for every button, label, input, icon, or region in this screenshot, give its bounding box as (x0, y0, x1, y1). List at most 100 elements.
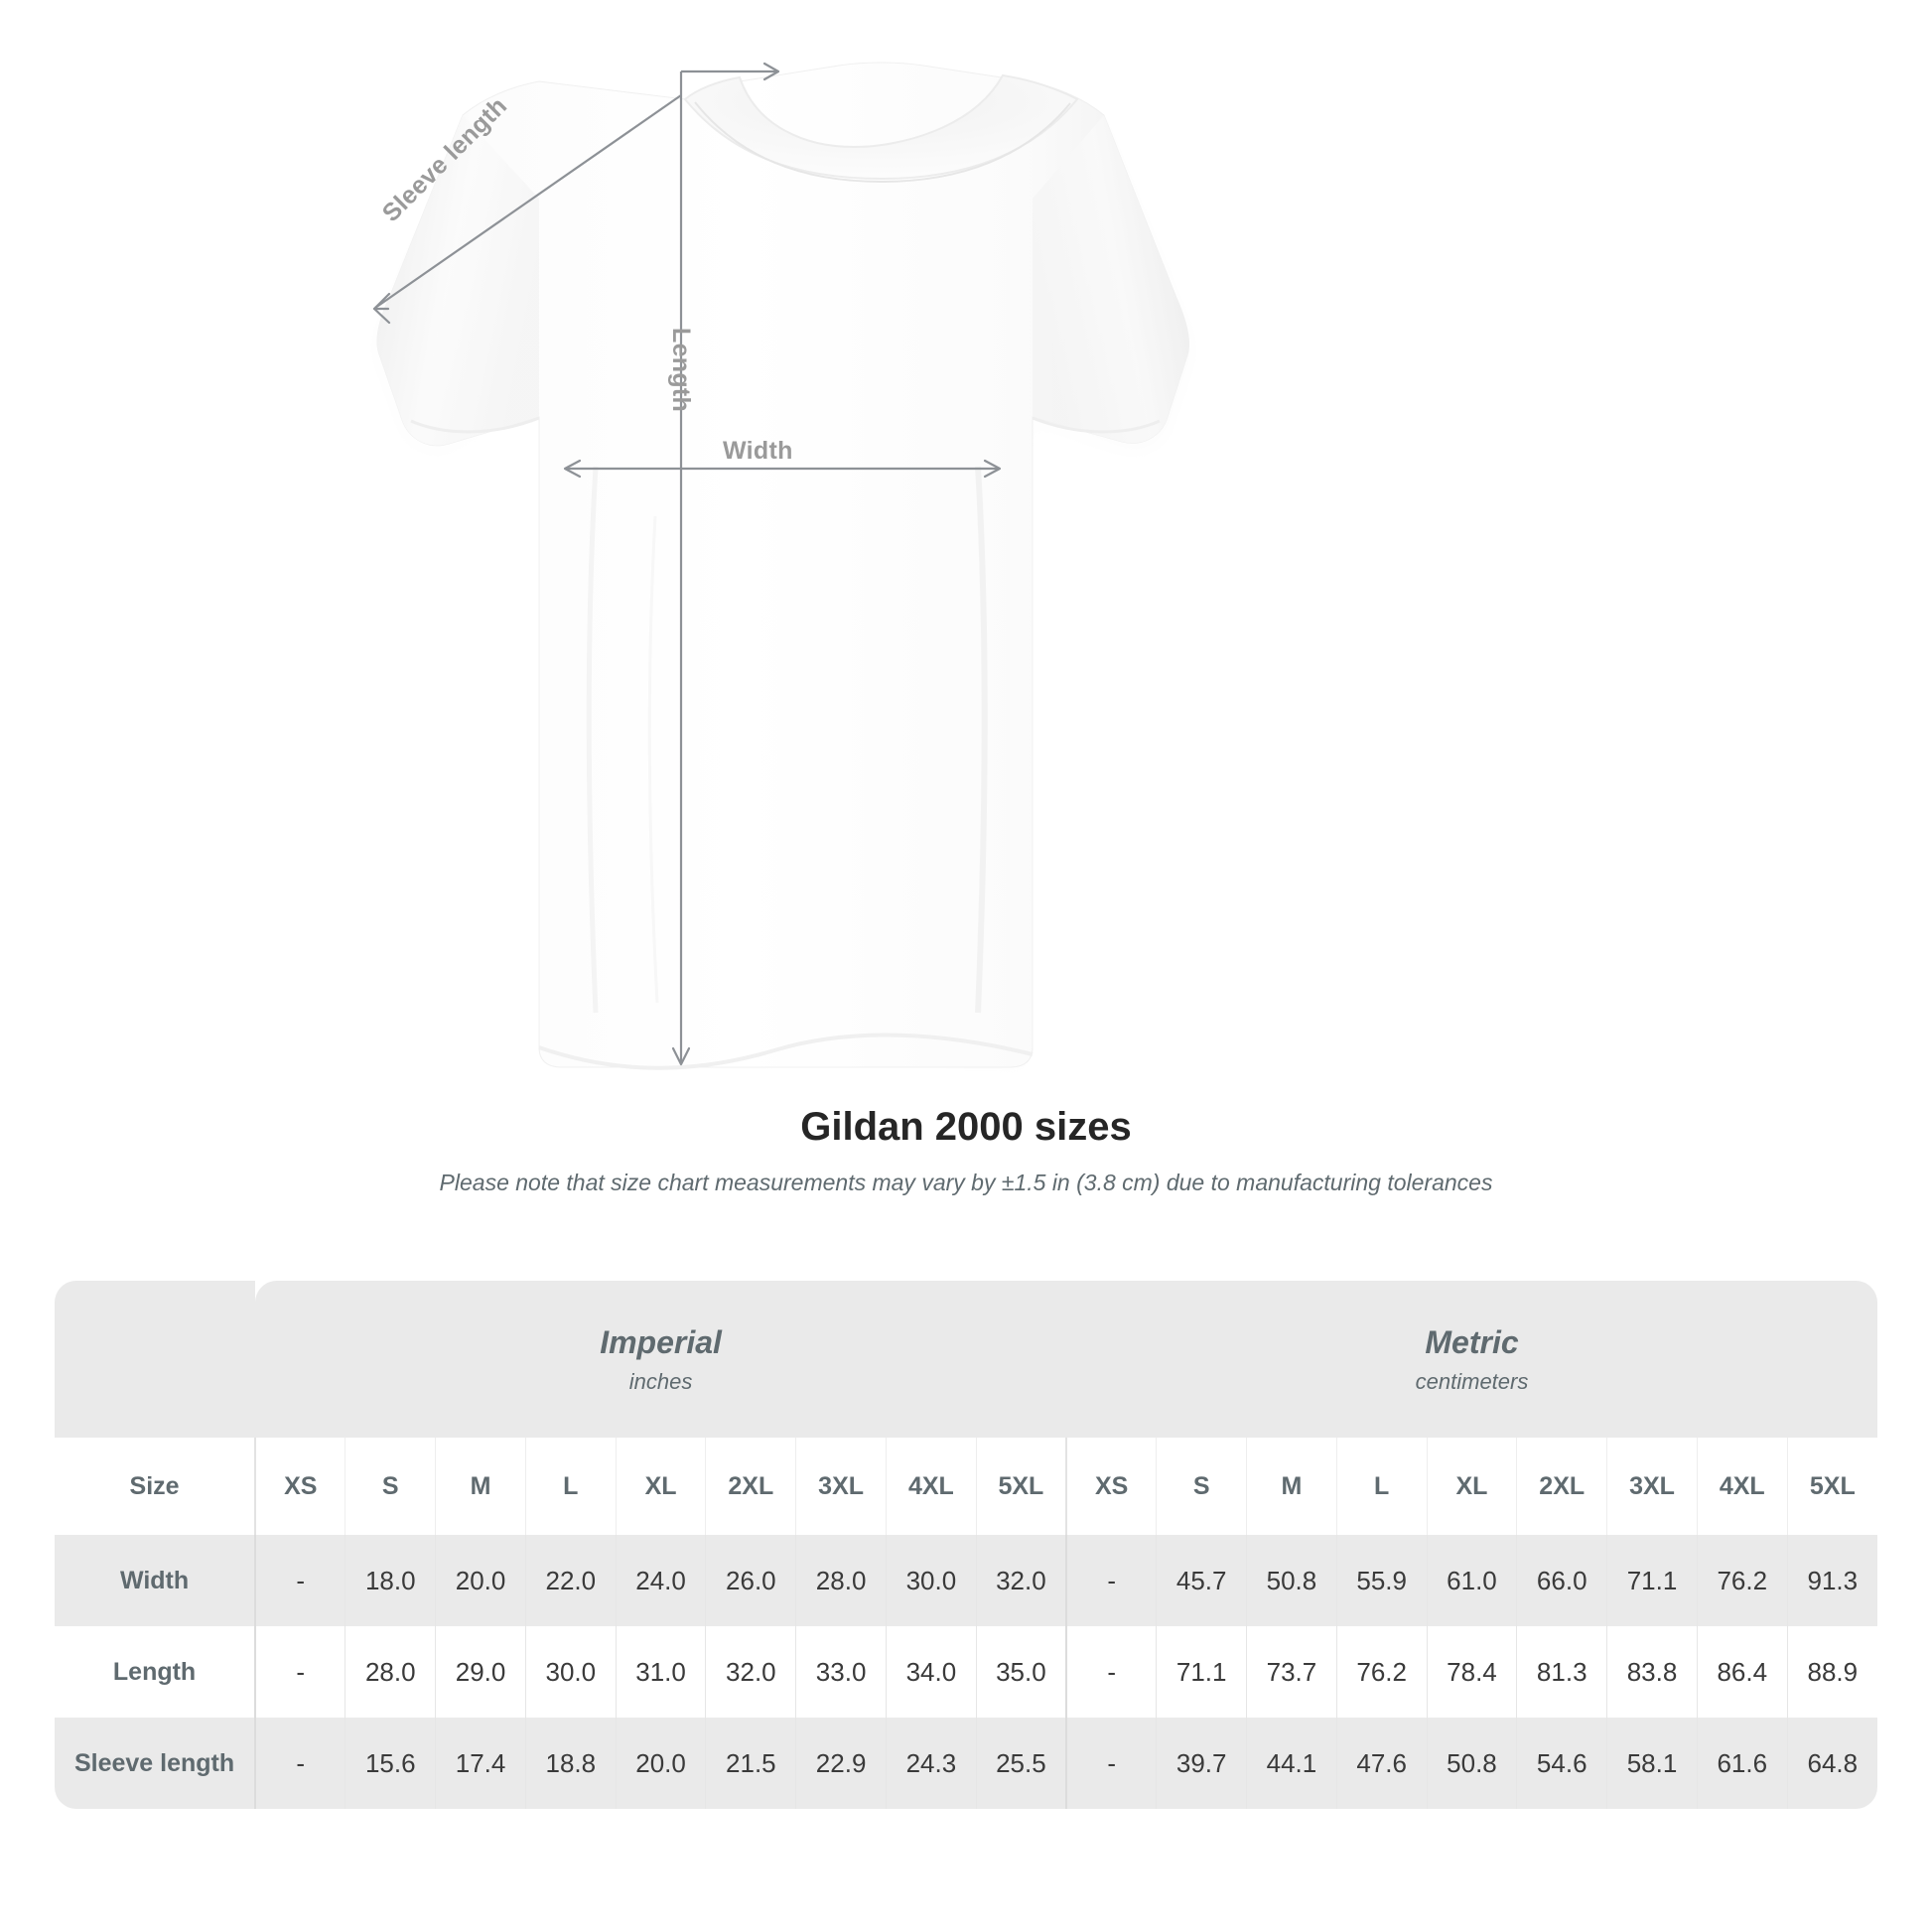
cell-sleeve-length-imperial-xl: 20.0 (615, 1718, 706, 1809)
imperial-unit-name: Imperial (600, 1323, 722, 1360)
cell-sleeve-length-metric-5xl: 64.8 (1786, 1718, 1877, 1809)
metric-unit-sub: centimeters (1415, 1369, 1529, 1395)
cell-width-metric-xs: - (1065, 1535, 1157, 1626)
right-sleeve (1033, 115, 1189, 444)
size-header-imperial-m: M (435, 1438, 526, 1535)
cell-sleeve-length-metric-3xl: 58.1 (1606, 1718, 1698, 1809)
measurement-arrowheads (372, 62, 1002, 1066)
size-chart-table: Imperial inches Metric centimeters Size X… (55, 1281, 1877, 1809)
cell-length-metric-3xl: 83.8 (1606, 1626, 1698, 1718)
cell-length-metric-s: 71.1 (1156, 1626, 1247, 1718)
row-label-width: Width (55, 1535, 256, 1626)
cell-length-metric-2xl: 81.3 (1516, 1626, 1607, 1718)
collar (683, 73, 1079, 184)
cell-sleeve-length-metric-m: 44.1 (1246, 1718, 1337, 1809)
unit-banner-row: Imperial inches Metric centimeters (55, 1281, 1877, 1438)
row-label-length: Length (55, 1626, 256, 1718)
cell-width-imperial-s: 18.0 (345, 1535, 436, 1626)
cell-sleeve-length-metric-xl: 50.8 (1426, 1718, 1517, 1809)
cell-length-metric-xs: - (1065, 1626, 1157, 1718)
table-row: Width -18.0 20.0 22.0 24.0 26.0 28.0 30.0 32.0-4… (55, 1535, 1877, 1626)
size-header-imperial-3xl: 3XL (795, 1438, 887, 1535)
cell-width-metric-s: 45.7 (1156, 1535, 1247, 1626)
cell-width-imperial-xl: 24.0 (615, 1535, 706, 1626)
row-label-sleeve-length: Sleeve length (55, 1718, 256, 1809)
metric-unit-header: Metric centimeters (1066, 1281, 1877, 1438)
cell-width-metric-m: 50.8 (1246, 1535, 1337, 1626)
cell-sleeve-length-metric-s: 39.7 (1156, 1718, 1247, 1809)
cell-length-metric-l: 76.2 (1335, 1626, 1428, 1718)
cell-sleeve-length-metric-l: 47.6 (1335, 1718, 1428, 1809)
imperial-unit-sub: inches (628, 1369, 693, 1395)
table-row: Sleeve length -15.6 17.4 18.8 20.0 21.5 22.9 24… (55, 1718, 1877, 1809)
size-header-metric-xs: XS (1065, 1438, 1157, 1535)
cell-sleeve-length-imperial-l: 18.8 (524, 1718, 617, 1809)
cell-length-imperial-s: 28.0 (345, 1626, 436, 1718)
cell-width-imperial-m: 20.0 (435, 1535, 526, 1626)
cell-width-imperial-xs: - (254, 1535, 345, 1626)
cell-sleeve-length-imperial-3xl: 22.9 (795, 1718, 887, 1809)
size-header-metric-m: M (1246, 1438, 1337, 1535)
length-dimension-label: Length (667, 328, 695, 413)
table-row: Length -28.0 29.0 30.0 31.0 32.0 33.0 34.0 35.0-… (55, 1626, 1877, 1718)
cell-length-metric-m: 73.7 (1246, 1626, 1337, 1718)
cell-width-metric-2xl: 66.0 (1516, 1535, 1607, 1626)
size-header-metric-5xl: 5XL (1786, 1438, 1877, 1535)
size-header-imperial-l: L (524, 1438, 617, 1535)
cell-width-metric-4xl: 76.2 (1696, 1535, 1788, 1626)
cell-sleeve-length-imperial-4xl: 24.3 (885, 1718, 977, 1809)
table-corner-cell (55, 1281, 256, 1438)
imperial-unit-header: Imperial inches (255, 1281, 1067, 1438)
metric-unit-name: Metric (1425, 1323, 1519, 1360)
size-header-metric-2xl: 2XL (1516, 1438, 1607, 1535)
cell-sleeve-length-metric-2xl: 54.6 (1516, 1718, 1607, 1809)
cell-sleeve-length-imperial-xs: - (254, 1718, 345, 1809)
tshirt-diagram: Sleeve length Length Width (372, 62, 1190, 1070)
cell-length-imperial-xl: 31.0 (615, 1626, 706, 1718)
size-header-imperial-4xl: 4XL (885, 1438, 977, 1535)
left-sleeve (376, 115, 539, 446)
cell-width-imperial-5xl: 32.0 (975, 1535, 1067, 1626)
size-header-imperial-5xl: 5XL (975, 1438, 1067, 1535)
size-header-metric-l: L (1335, 1438, 1428, 1535)
tolerance-note: Please note that size chart measurements… (439, 1170, 1493, 1195)
cell-length-imperial-5xl: 35.0 (975, 1626, 1067, 1718)
measurement-lines (374, 69, 999, 1062)
cell-sleeve-length-metric-4xl: 61.6 (1696, 1718, 1788, 1809)
cell-width-imperial-4xl: 30.0 (885, 1535, 977, 1626)
cell-width-imperial-2xl: 26.0 (705, 1535, 796, 1626)
size-header-imperial-2xl: 2XL (705, 1438, 796, 1535)
cell-length-imperial-2xl: 32.0 (705, 1626, 796, 1718)
cell-length-metric-xl: 78.4 (1426, 1626, 1517, 1718)
size-header-metric-s: S (1156, 1438, 1247, 1535)
size-header-imperial-xs: XS (254, 1438, 345, 1535)
cell-sleeve-length-imperial-5xl: 25.5 (975, 1718, 1067, 1809)
cell-length-metric-5xl: 88.9 (1786, 1626, 1877, 1718)
cell-sleeve-length-imperial-2xl: 21.5 (705, 1718, 796, 1809)
size-header-row: Size XS S M L XL 2XL 3XL 4XL 5XL XS S M L XL 2XL 3XL 4XL 5… (55, 1438, 1877, 1535)
cell-width-metric-l: 55.9 (1335, 1535, 1428, 1626)
cell-length-metric-4xl: 86.4 (1696, 1626, 1788, 1718)
chart-heading: Gildan 2000 sizes Please note that size … (0, 1102, 1932, 1196)
cell-sleeve-length-imperial-m: 17.4 (435, 1718, 526, 1809)
cell-width-metric-xl: 61.0 (1426, 1535, 1517, 1626)
cell-length-imperial-3xl: 33.0 (795, 1626, 887, 1718)
cell-width-imperial-l: 22.0 (524, 1535, 617, 1626)
cell-sleeve-length-imperial-s: 15.6 (345, 1718, 436, 1809)
cell-length-imperial-l: 30.0 (524, 1626, 617, 1718)
cell-length-imperial-xs: - (254, 1626, 345, 1718)
size-header-imperial-xl: XL (615, 1438, 706, 1535)
cell-width-imperial-3xl: 28.0 (795, 1535, 887, 1626)
size-header-imperial-s: S (345, 1438, 436, 1535)
size-header-metric-xl: XL (1426, 1438, 1517, 1535)
size-header-metric-4xl: 4XL (1696, 1438, 1788, 1535)
page-title: Gildan 2000 sizes (800, 1105, 1132, 1149)
tshirt-illustration (372, 62, 1190, 1070)
width-dimension-label: Width (723, 437, 793, 465)
cell-width-metric-3xl: 71.1 (1606, 1535, 1698, 1626)
cell-sleeve-length-metric-xs: - (1065, 1718, 1157, 1809)
cell-length-imperial-m: 29.0 (435, 1626, 526, 1718)
size-header-metric-3xl: 3XL (1606, 1438, 1698, 1535)
size-row-header-label: Size (55, 1438, 256, 1535)
size-chart-table-container: Imperial inches Metric centimeters Size X… (55, 1281, 1877, 1809)
